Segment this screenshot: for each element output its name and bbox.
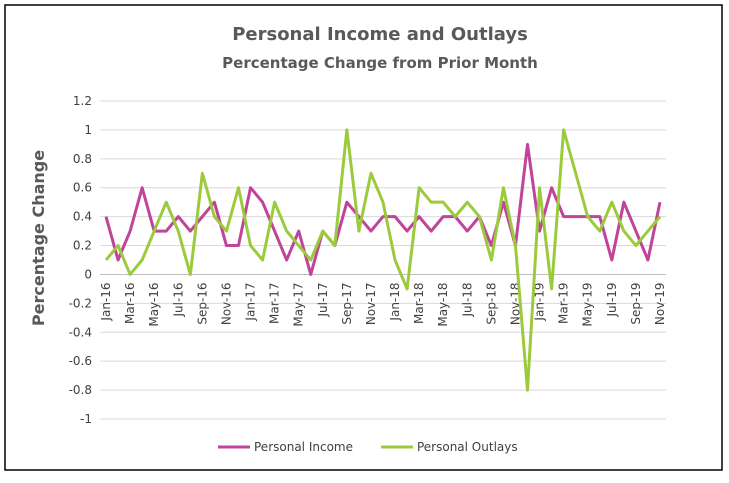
y-tick-label: 0.2 bbox=[73, 239, 92, 253]
y-tick-label: -1 bbox=[80, 412, 92, 426]
x-tick-label: Sep-18 bbox=[484, 282, 498, 324]
x-tick-label: Jan-19 bbox=[533, 282, 547, 321]
x-tick-label: Mar-19 bbox=[557, 282, 571, 323]
y-tick-label: -0.2 bbox=[69, 296, 92, 310]
x-tick-label: Jan-18 bbox=[388, 282, 402, 321]
y-tick-label: -0.8 bbox=[69, 383, 92, 397]
chart-border bbox=[4, 4, 723, 471]
x-tick-label: Sep-16 bbox=[195, 282, 209, 324]
y-tick-label: 0.6 bbox=[73, 181, 92, 195]
x-tick-label: Sep-19 bbox=[629, 282, 643, 324]
legend-label: Personal Income bbox=[254, 440, 353, 454]
y-tick-label: 1.2 bbox=[73, 94, 92, 108]
y-tick-label: 0.8 bbox=[73, 152, 92, 166]
y-tick-label: -0.6 bbox=[69, 354, 92, 368]
series-line bbox=[104, 142, 662, 276]
x-tick-label: Jan-16 bbox=[99, 282, 113, 321]
x-tick-label: May-19 bbox=[581, 282, 595, 326]
x-tick-label: Nov-19 bbox=[653, 282, 667, 325]
x-tick-label: Jan-17 bbox=[244, 282, 258, 321]
y-tick-label: -0.4 bbox=[69, 325, 92, 339]
x-tick-label: May-16 bbox=[147, 282, 161, 326]
y-axis-label: Percentage Change bbox=[29, 150, 48, 326]
series-line bbox=[104, 128, 662, 392]
x-tick-label: Nov-17 bbox=[364, 282, 378, 325]
x-tick-label: May-18 bbox=[436, 282, 450, 326]
x-tick-label: Jul-18 bbox=[460, 282, 474, 317]
x-tick-label: Jul-19 bbox=[605, 282, 619, 317]
chart-title: Personal Income and Outlays bbox=[232, 24, 528, 45]
x-tick-label: Nov-16 bbox=[219, 282, 233, 325]
x-tick-label: Jul-16 bbox=[171, 282, 185, 317]
x-tick-label: Mar-17 bbox=[268, 282, 282, 323]
x-tick-label: Sep-17 bbox=[340, 282, 354, 324]
x-tick-label: Jul-17 bbox=[316, 282, 330, 317]
x-tick-label: Mar-16 bbox=[123, 282, 137, 323]
y-tick-label: 0 bbox=[84, 267, 92, 281]
legend-label: Personal Outlays bbox=[417, 440, 518, 454]
y-tick-label: 1 bbox=[84, 123, 92, 137]
x-tick-label: Mar-18 bbox=[412, 282, 426, 323]
y-tick-label: 0.4 bbox=[73, 210, 92, 224]
x-tick-label: May-17 bbox=[292, 282, 306, 326]
chart-subtitle: Percentage Change from Prior Month bbox=[222, 54, 538, 72]
